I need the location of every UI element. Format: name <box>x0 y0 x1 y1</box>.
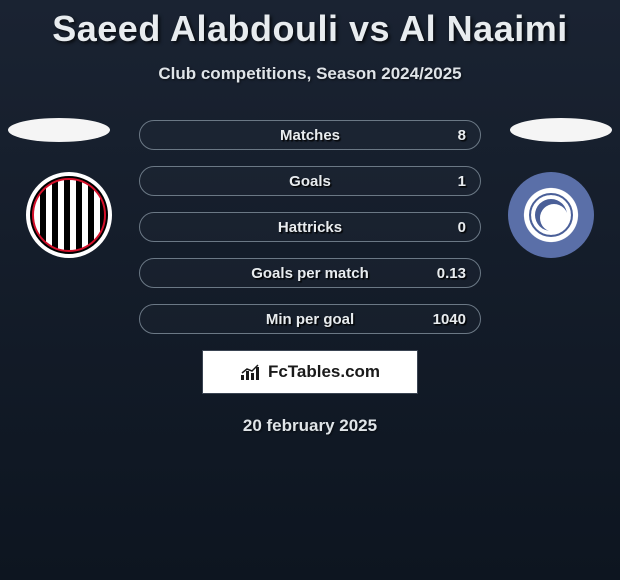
date-text: 20 february 2025 <box>0 416 620 436</box>
brand-badge: FcTables.com <box>202 350 418 394</box>
stat-value-right: 0 <box>458 219 466 236</box>
stat-row: Min per goal 1040 <box>139 304 481 334</box>
stat-row: Goals 1 <box>139 166 481 196</box>
subtitle: Club competitions, Season 2024/2025 <box>0 64 620 84</box>
stat-label: Min per goal <box>266 311 354 328</box>
stat-value-right: 1 <box>458 173 466 190</box>
oval-left <box>8 118 110 142</box>
stat-label: Goals per match <box>251 265 369 282</box>
stat-row: Matches 8 <box>139 120 481 150</box>
brand-text: FcTables.com <box>268 362 380 382</box>
stat-row: Hattricks 0 <box>139 212 481 242</box>
stat-value-right: 1040 <box>433 311 466 328</box>
chart-icon <box>240 363 262 381</box>
stats-table: Matches 8 Goals 1 Hattricks 0 Goals per … <box>139 120 481 334</box>
team-badge-right <box>508 172 594 258</box>
stat-row: Goals per match 0.13 <box>139 258 481 288</box>
comparison-area: Matches 8 Goals 1 Hattricks 0 Goals per … <box>0 120 620 436</box>
oval-right <box>510 118 612 142</box>
stat-label: Hattricks <box>278 219 342 236</box>
page-title: Saeed Alabdouli vs Al Naaimi <box>0 0 620 50</box>
stat-value-right: 8 <box>458 127 466 144</box>
stat-value-right: 0.13 <box>437 265 466 282</box>
stat-label: Matches <box>280 127 340 144</box>
stat-label: Goals <box>289 173 331 190</box>
team-badge-left <box>26 172 112 258</box>
